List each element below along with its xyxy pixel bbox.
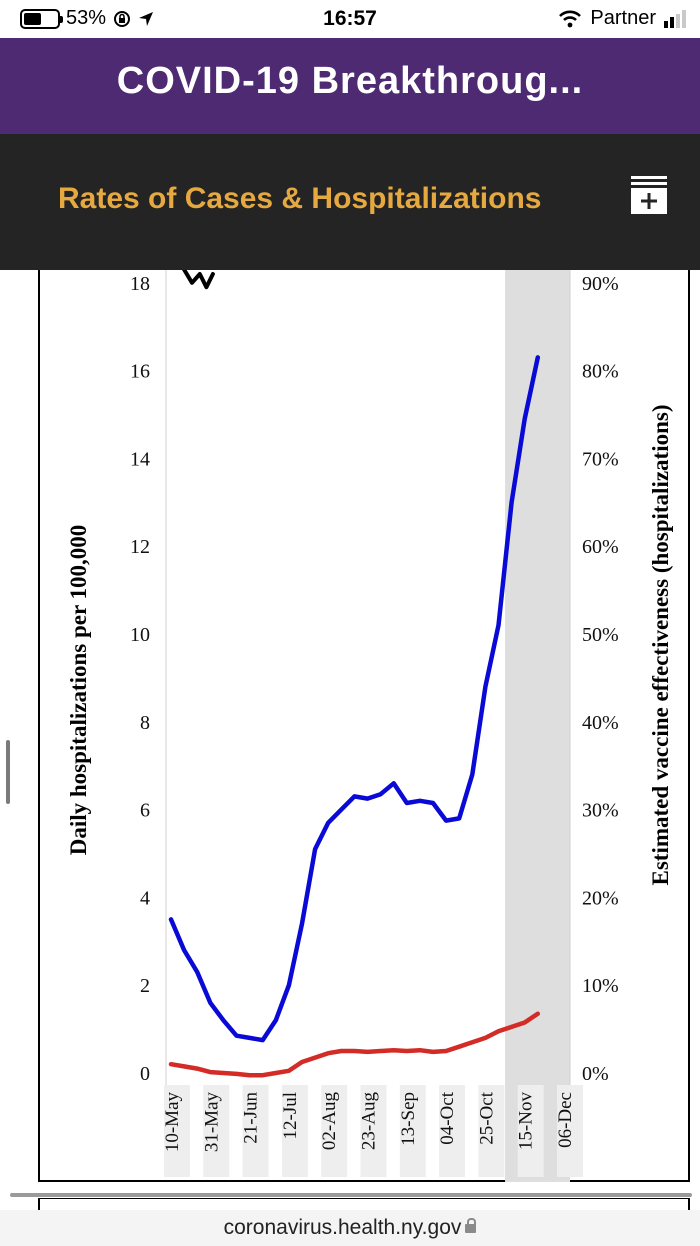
- expand-button[interactable]: [628, 176, 670, 214]
- series-line-2: [182, 270, 215, 290]
- stack-line-icon: [631, 182, 667, 185]
- y-tick-label: 12: [130, 536, 150, 558]
- status-left: 53%: [20, 7, 154, 30]
- x-tick-label: 15-Nov: [516, 1092, 537, 1151]
- chart-container: 0 2 4 6 8 10 12 14 16 18 0% 10% 20% 30% 40% 50% 60% 70% 80…: [38, 270, 690, 1182]
- x-tick-background: [360, 1085, 387, 1177]
- series-line-0: [168, 355, 541, 1043]
- y2-tick-label: 20%: [582, 887, 619, 909]
- lock-icon: [465, 1218, 477, 1233]
- x-tick-label: 06-Dec: [555, 1092, 576, 1148]
- y-tick-label: 4: [140, 887, 150, 909]
- x-tick-background: [203, 1085, 230, 1177]
- x-tick-label: 02-Aug: [319, 1092, 340, 1151]
- y-tick-label: 8: [140, 712, 150, 734]
- page-title: COVID-19 Breakthroug...: [116, 60, 584, 102]
- carrier-name: Partner: [590, 7, 656, 29]
- y2-tick-label: 60%: [582, 536, 619, 558]
- wifi-icon: [559, 10, 582, 27]
- battery-percent: 53%: [66, 7, 107, 29]
- battery-icon: [20, 8, 63, 29]
- y2-tick-label: 10%: [582, 975, 619, 997]
- browser-address-bar[interactable]: coronavirus.health.ny.gov: [0, 1210, 700, 1246]
- status-time: 16:57: [323, 7, 377, 30]
- section-header: Rates of Cases & Hospitalizations: [0, 134, 700, 270]
- x-tick-label: 23-Aug: [359, 1092, 380, 1151]
- hospitalization-chart: 0 2 4 6 8 10 12 14 16 18 0% 10% 20% 30% 40% 50% 60% 70% 80…: [66, 270, 673, 1182]
- x-tick-label: 25-Oct: [476, 1091, 497, 1144]
- x-tick-background: [281, 1085, 308, 1177]
- x-tick-label: 12-Jul: [280, 1092, 301, 1140]
- y-tick-label: 0: [140, 1063, 150, 1085]
- x-tick-background: [557, 1085, 583, 1177]
- signal-bars-icon: [664, 9, 686, 28]
- x-tick-background: [399, 1085, 426, 1177]
- stack-line-icon: [631, 176, 667, 179]
- y2-tick-label: 40%: [582, 712, 619, 734]
- shaded-region: [505, 270, 570, 1182]
- status-bar: 53% 16:57 Partner: [0, 0, 700, 38]
- section-title: Rates of Cases & Hospitalizations: [58, 182, 542, 215]
- app-header: COVID-19 Breakthroug...: [0, 38, 700, 134]
- x-tick-background: [478, 1085, 505, 1177]
- y2-tick-label: 0%: [582, 1063, 609, 1085]
- scrollbar-track[interactable]: [10, 1193, 692, 1197]
- y2-axis-label: Estimated vaccine effectiveness (hospita…: [648, 404, 673, 885]
- series-line-1: [168, 1011, 541, 1078]
- x-tick-background: [164, 1085, 190, 1177]
- y-tick-label: 10: [130, 624, 150, 646]
- location-arrow-icon: [139, 11, 154, 26]
- y-tick-label: 18: [130, 273, 150, 295]
- x-tick-label: 31-May: [201, 1092, 222, 1153]
- scroll-indicator[interactable]: [6, 740, 10, 804]
- url-text: coronavirus.health.ny.gov: [223, 1216, 462, 1239]
- y-tick-label: 2: [140, 975, 150, 997]
- x-tick-background: [242, 1085, 269, 1177]
- y-tick-label: 14: [130, 448, 150, 470]
- y2-tick-label: 50%: [582, 624, 619, 646]
- x-tick-background: [321, 1085, 348, 1177]
- y2-tick-label: 70%: [582, 448, 619, 470]
- y-tick-label: 16: [130, 361, 150, 383]
- x-tick-background: [517, 1085, 544, 1177]
- y2-tick-label: 30%: [582, 800, 619, 822]
- screen-lock-rotation-icon: [114, 10, 131, 27]
- y-tick-label: 6: [140, 800, 150, 822]
- x-tick-background: [439, 1085, 466, 1177]
- y2-tick-label: 80%: [582, 361, 619, 383]
- x-tick-label: 21-Jun: [241, 1092, 262, 1144]
- status-right: Partner: [558, 7, 686, 30]
- next-chart-frame: [38, 1198, 690, 1212]
- x-tick-label: 13-Sep: [398, 1092, 419, 1146]
- x-tick-label: 10-May: [162, 1092, 183, 1153]
- y2-tick-label: 90%: [582, 273, 619, 295]
- y-axis-label: Daily hospitalizations per 100,000: [66, 525, 91, 856]
- x-tick-label: 04-Oct: [437, 1091, 458, 1144]
